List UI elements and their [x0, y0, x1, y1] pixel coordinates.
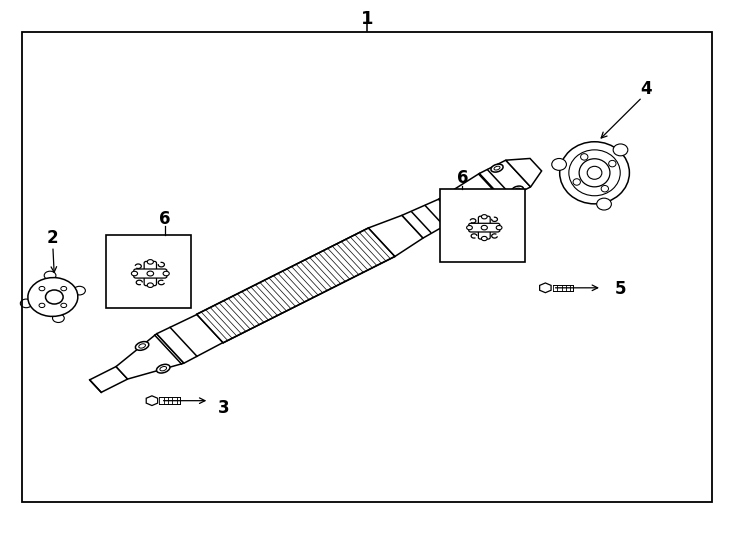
Ellipse shape — [53, 314, 65, 322]
Bar — [440, 189, 525, 262]
Ellipse shape — [28, 278, 78, 316]
Text: 4: 4 — [640, 80, 652, 98]
Ellipse shape — [560, 141, 630, 204]
Ellipse shape — [148, 283, 153, 287]
FancyBboxPatch shape — [134, 269, 167, 278]
Ellipse shape — [613, 144, 628, 156]
Ellipse shape — [496, 226, 502, 230]
Ellipse shape — [569, 150, 620, 195]
Ellipse shape — [581, 154, 588, 160]
Ellipse shape — [482, 237, 487, 241]
Ellipse shape — [573, 179, 581, 185]
FancyBboxPatch shape — [469, 224, 500, 232]
FancyBboxPatch shape — [144, 261, 156, 286]
Ellipse shape — [44, 271, 56, 280]
Polygon shape — [146, 396, 158, 406]
Ellipse shape — [587, 166, 602, 179]
Ellipse shape — [601, 185, 608, 192]
Polygon shape — [506, 158, 542, 187]
Polygon shape — [439, 173, 504, 219]
Bar — [22, 32, 712, 502]
Text: 6: 6 — [457, 169, 468, 187]
Ellipse shape — [139, 344, 145, 348]
Ellipse shape — [482, 225, 487, 230]
Ellipse shape — [131, 271, 137, 276]
Polygon shape — [197, 228, 395, 343]
Polygon shape — [402, 199, 457, 238]
Ellipse shape — [39, 286, 45, 291]
Ellipse shape — [61, 286, 67, 291]
Ellipse shape — [46, 290, 63, 304]
Ellipse shape — [61, 303, 67, 308]
Ellipse shape — [39, 303, 45, 308]
Ellipse shape — [608, 160, 616, 167]
Text: 6: 6 — [159, 210, 171, 228]
Ellipse shape — [579, 159, 610, 187]
Ellipse shape — [21, 299, 32, 308]
Ellipse shape — [148, 260, 153, 264]
Polygon shape — [156, 314, 223, 363]
Ellipse shape — [482, 214, 487, 219]
Ellipse shape — [73, 286, 85, 295]
Ellipse shape — [512, 186, 523, 194]
Ellipse shape — [515, 188, 520, 192]
Ellipse shape — [494, 166, 500, 170]
Ellipse shape — [163, 271, 170, 276]
Ellipse shape — [597, 198, 611, 210]
Ellipse shape — [491, 164, 503, 172]
FancyBboxPatch shape — [479, 216, 490, 239]
Text: 3: 3 — [218, 399, 230, 417]
Ellipse shape — [160, 367, 167, 371]
Text: 5: 5 — [614, 280, 626, 298]
Ellipse shape — [467, 226, 473, 230]
Ellipse shape — [552, 158, 567, 170]
Polygon shape — [116, 334, 184, 379]
Ellipse shape — [156, 364, 170, 373]
Polygon shape — [368, 215, 423, 256]
Ellipse shape — [135, 342, 149, 350]
Text: 2: 2 — [47, 228, 59, 247]
Polygon shape — [539, 283, 551, 293]
Polygon shape — [90, 367, 128, 393]
Ellipse shape — [147, 271, 153, 276]
Polygon shape — [479, 160, 531, 200]
Bar — [106, 235, 191, 308]
Text: 1: 1 — [360, 10, 374, 28]
